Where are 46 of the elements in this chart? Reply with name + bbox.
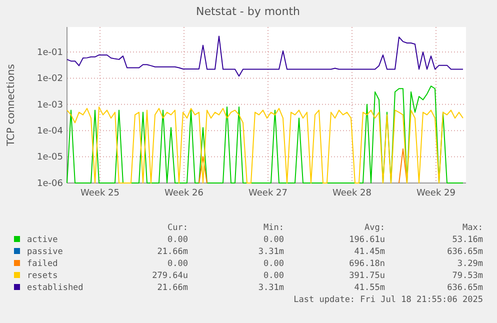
text: 79.53m	[452, 271, 483, 281]
text: Last update: Fri Jul 18 21:55:06 2025	[294, 295, 483, 305]
text: 3.31m	[258, 283, 284, 293]
chart-title: Netstat - by month	[196, 5, 300, 18]
x-tick-label: Week 25	[80, 188, 120, 198]
text: 279.64u	[152, 271, 188, 281]
text: 391.75u	[349, 271, 385, 281]
y-tick-label: 1e-02	[37, 74, 63, 84]
text: 636.65m	[447, 283, 483, 293]
y-axis-title: TCP connections	[6, 64, 17, 148]
y-tick-label: 1e-03	[37, 100, 63, 110]
y-tick-label: 1e-05	[37, 152, 63, 163]
text: 41.45m	[354, 247, 385, 257]
text: 0.00	[168, 235, 188, 245]
legend-label: established	[27, 283, 84, 293]
legend-label: resets	[27, 271, 58, 281]
x-tick-label: Week 28	[332, 188, 372, 198]
text: 0.00	[264, 235, 284, 245]
text: 696.18n	[349, 259, 385, 269]
line-series	[66, 106, 464, 184]
text: 21.66m	[157, 247, 188, 257]
x-tick-label: Week 29	[416, 188, 456, 198]
text: Min:	[264, 223, 284, 233]
line-series	[66, 86, 464, 184]
line-series	[66, 36, 464, 77]
x-tick-label: Week 27	[248, 188, 288, 198]
text: 41.55m	[354, 283, 385, 293]
text: 53.16m	[452, 235, 483, 245]
y-tick-label: 1e-04	[37, 126, 64, 136]
y-tick-label: 1e-06	[37, 178, 64, 189]
text: 3.29m	[457, 259, 483, 269]
text: 0.00	[168, 259, 188, 269]
text: Max:	[462, 223, 483, 233]
text: 21.66m	[157, 283, 188, 293]
legend-label: passive	[27, 247, 63, 257]
x-tick-label: Week 26	[164, 188, 204, 198]
legend-label: failed	[27, 259, 58, 269]
text: 0.00	[264, 259, 284, 269]
y-tick-label: 1e-01	[37, 48, 63, 58]
text: Cur:	[168, 223, 188, 233]
text: 636.65m	[447, 247, 483, 257]
text: Avg:	[364, 223, 385, 233]
text: 196.61u	[349, 235, 385, 245]
text: 0.00	[264, 271, 284, 281]
legend-label: active	[27, 235, 58, 245]
text: 3.31m	[258, 247, 284, 257]
